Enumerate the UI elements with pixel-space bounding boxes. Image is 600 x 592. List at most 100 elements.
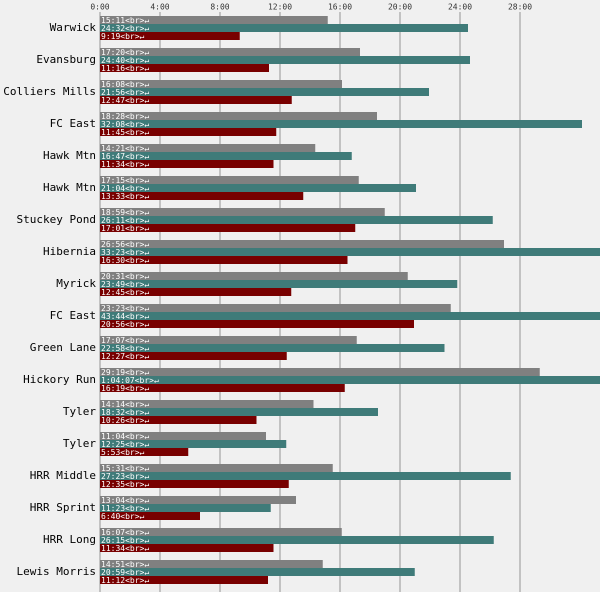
bar xyxy=(100,400,314,408)
value-label: 13:33<br>↵ xyxy=(101,192,149,201)
bar xyxy=(100,176,359,184)
bar xyxy=(100,128,277,136)
value-label: 14:21<br>↵ xyxy=(101,144,149,153)
category-label: Stuckey Pond xyxy=(17,213,96,226)
category-label: HRR Sprint xyxy=(30,501,96,514)
value-label: 20:59<br>↵ xyxy=(101,568,149,577)
value-label: 26:15<br>↵ xyxy=(101,536,149,545)
value-label: 6:40<br>↵ xyxy=(101,512,145,521)
value-label: 20:31<br>↵ xyxy=(101,272,149,281)
value-label: 16:08<br>↵ xyxy=(101,80,149,89)
value-label: 14:14<br>↵ xyxy=(101,400,149,409)
value-label: 17:07<br>↵ xyxy=(101,336,149,345)
category-label: Hawk Mtn xyxy=(43,149,96,162)
value-label: 24:32<br>↵ xyxy=(101,24,149,33)
category-label: Colliers Mills xyxy=(3,85,96,98)
category-label: Warwick xyxy=(50,21,97,34)
value-label: 22:58<br>↵ xyxy=(101,344,149,353)
bar xyxy=(100,56,470,64)
value-label: 16:07<br>↵ xyxy=(101,528,149,537)
value-label: 1:04:07<br>↵ xyxy=(101,376,159,385)
category-label: Tyler xyxy=(63,405,96,418)
bar xyxy=(100,368,540,376)
value-label: 23:23<br>↵ xyxy=(101,304,149,313)
value-label: 11:04<br>↵ xyxy=(101,432,149,441)
bar xyxy=(100,448,189,456)
bar xyxy=(100,16,328,24)
value-label: 20:56<br>↵ xyxy=(101,320,149,329)
bar xyxy=(100,256,348,264)
value-label: 23:49<br>↵ xyxy=(101,280,149,289)
bar xyxy=(100,240,504,248)
value-label: 17:01<br>↵ xyxy=(101,224,149,233)
bar xyxy=(100,88,429,96)
bar xyxy=(100,160,274,168)
bar xyxy=(100,208,385,216)
category-label: Evansburg xyxy=(36,53,96,66)
value-label: 18:59<br>↵ xyxy=(101,208,149,217)
value-label: 16:30<br>↵ xyxy=(101,256,149,265)
value-label: 18:32<br>↵ xyxy=(101,408,149,417)
value-label: 33:23<br>↵ xyxy=(101,248,149,257)
category-label: Lewis Morris xyxy=(17,565,96,578)
bar xyxy=(100,480,289,488)
bar xyxy=(100,320,414,328)
value-label: 10:26<br>↵ xyxy=(101,416,149,425)
bar xyxy=(100,152,352,160)
bars xyxy=(100,16,600,584)
bar xyxy=(100,248,600,256)
labels: 0:00 4:00 8:00 12:00 16:00 20:00 24:00 28:00 War… xyxy=(3,3,532,586)
bar xyxy=(100,112,377,120)
bar xyxy=(100,272,408,280)
value-label: 26:11<br>↵ xyxy=(101,216,149,225)
value-label: 16:47<br>↵ xyxy=(101,152,149,161)
bar xyxy=(100,80,342,88)
bar xyxy=(100,528,342,536)
bar xyxy=(100,512,200,520)
value-label: 24:40<br>↵ xyxy=(101,56,149,65)
bar xyxy=(100,48,360,56)
value-label: 11:12<br>↵ xyxy=(101,576,149,585)
category-label: Green Lane xyxy=(30,341,96,354)
bar xyxy=(100,472,511,480)
bar xyxy=(100,504,271,512)
bar xyxy=(100,336,357,344)
x-tick-label: 12:00 xyxy=(268,3,292,12)
value-label: 11:23<br>↵ xyxy=(101,504,149,513)
bar xyxy=(100,96,292,104)
bar xyxy=(100,224,356,232)
value-label: 12:35<br>↵ xyxy=(101,480,149,489)
bar xyxy=(100,560,323,568)
bar xyxy=(100,288,292,296)
x-tick-label: 4:00 xyxy=(150,3,169,12)
value-label: 11:34<br>↵ xyxy=(101,160,149,169)
bar xyxy=(100,184,416,192)
x-tick-label: 20:00 xyxy=(388,3,412,12)
bar xyxy=(100,376,600,384)
category-label: Hawk Mtn xyxy=(43,181,96,194)
value-label: 18:28<br>↵ xyxy=(101,112,149,121)
category-label: Hibernia xyxy=(43,245,96,258)
value-label: 43:44<br>↵ xyxy=(101,312,149,321)
category-label: FC East xyxy=(50,117,96,130)
value-label: 32:08<br>↵ xyxy=(101,120,149,129)
value-label: 9:19<br>↵ xyxy=(101,32,145,41)
value-label: 13:04<br>↵ xyxy=(101,496,149,505)
value-label: 21:04<br>↵ xyxy=(101,184,149,193)
bar xyxy=(100,192,304,200)
bar xyxy=(100,440,287,448)
value-label: 21:56<br>↵ xyxy=(101,88,149,97)
value-label: 27:23<br>↵ xyxy=(101,472,149,481)
bar xyxy=(100,64,269,72)
value-label: 14:51<br>↵ xyxy=(101,560,149,569)
bar xyxy=(100,32,240,40)
bar xyxy=(100,384,345,392)
category-label: Tyler xyxy=(63,437,96,450)
value-label: 17:20<br>↵ xyxy=(101,48,149,57)
x-tick-label: 8:00 xyxy=(210,3,229,12)
category-label: Hickory Run xyxy=(23,373,96,386)
bar xyxy=(100,576,268,584)
x-tick-label: 24:00 xyxy=(448,3,472,12)
value-label: 15:31<br>↵ xyxy=(101,464,149,473)
